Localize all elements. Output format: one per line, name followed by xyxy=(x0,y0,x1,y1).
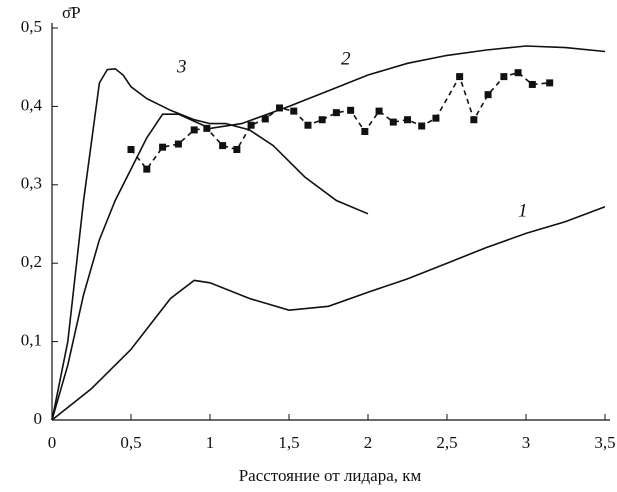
y-tick-label: 0,3 xyxy=(21,174,42,193)
y-tick-label: 0,5 xyxy=(21,17,42,36)
data-point xyxy=(546,79,554,87)
data-point xyxy=(514,69,522,77)
data-point xyxy=(389,118,397,126)
series-line xyxy=(130,71,550,171)
data-point xyxy=(470,116,478,124)
y-tick-label: 0,2 xyxy=(21,252,42,271)
data-point xyxy=(332,109,340,117)
data-point xyxy=(233,146,241,154)
data-point xyxy=(190,126,198,134)
data-point xyxy=(432,114,440,122)
series-label: 3 xyxy=(176,56,187,77)
data-point xyxy=(174,140,182,148)
x-tick-label: 1,5 xyxy=(278,433,299,452)
y-axis-label: σ̄P xyxy=(62,3,81,22)
x-tick-label: 3 xyxy=(522,433,531,452)
data-point xyxy=(219,142,227,150)
data-point xyxy=(143,165,151,173)
data-point xyxy=(361,127,369,135)
x-tick-label: 0 xyxy=(48,433,57,452)
data-point xyxy=(418,122,426,130)
y-tick-label: 0,1 xyxy=(21,331,42,350)
y-tick-label: 0 xyxy=(34,409,43,428)
x-tick-label: 2,5 xyxy=(436,433,457,452)
data-point xyxy=(500,73,508,81)
series-line xyxy=(51,206,606,421)
y-tick-label: 0,4 xyxy=(21,95,43,114)
data-point xyxy=(484,91,492,99)
data-point xyxy=(159,143,167,151)
data-point xyxy=(304,121,312,129)
series-label: 2 xyxy=(341,48,351,69)
data-point xyxy=(127,146,135,154)
data-point xyxy=(247,121,255,129)
data-point xyxy=(528,80,536,88)
data-point xyxy=(318,116,326,124)
series-line xyxy=(51,67,369,421)
data-point xyxy=(456,73,464,81)
x-tick-label: 0,5 xyxy=(120,433,141,452)
x-tick-label: 1 xyxy=(206,433,215,452)
data-point xyxy=(404,116,411,124)
x-tick-label: 3,5 xyxy=(594,433,615,452)
series-line xyxy=(51,45,606,421)
data-point xyxy=(276,104,284,112)
x-axis-label: Расстояние от лидара, км xyxy=(239,466,422,485)
data-point xyxy=(290,107,298,115)
data-point xyxy=(347,106,355,114)
data-point xyxy=(375,107,383,115)
x-tick-label: 2 xyxy=(364,433,373,452)
series-label: 1 xyxy=(518,200,528,221)
data-point xyxy=(203,124,211,132)
data-point xyxy=(261,115,269,123)
